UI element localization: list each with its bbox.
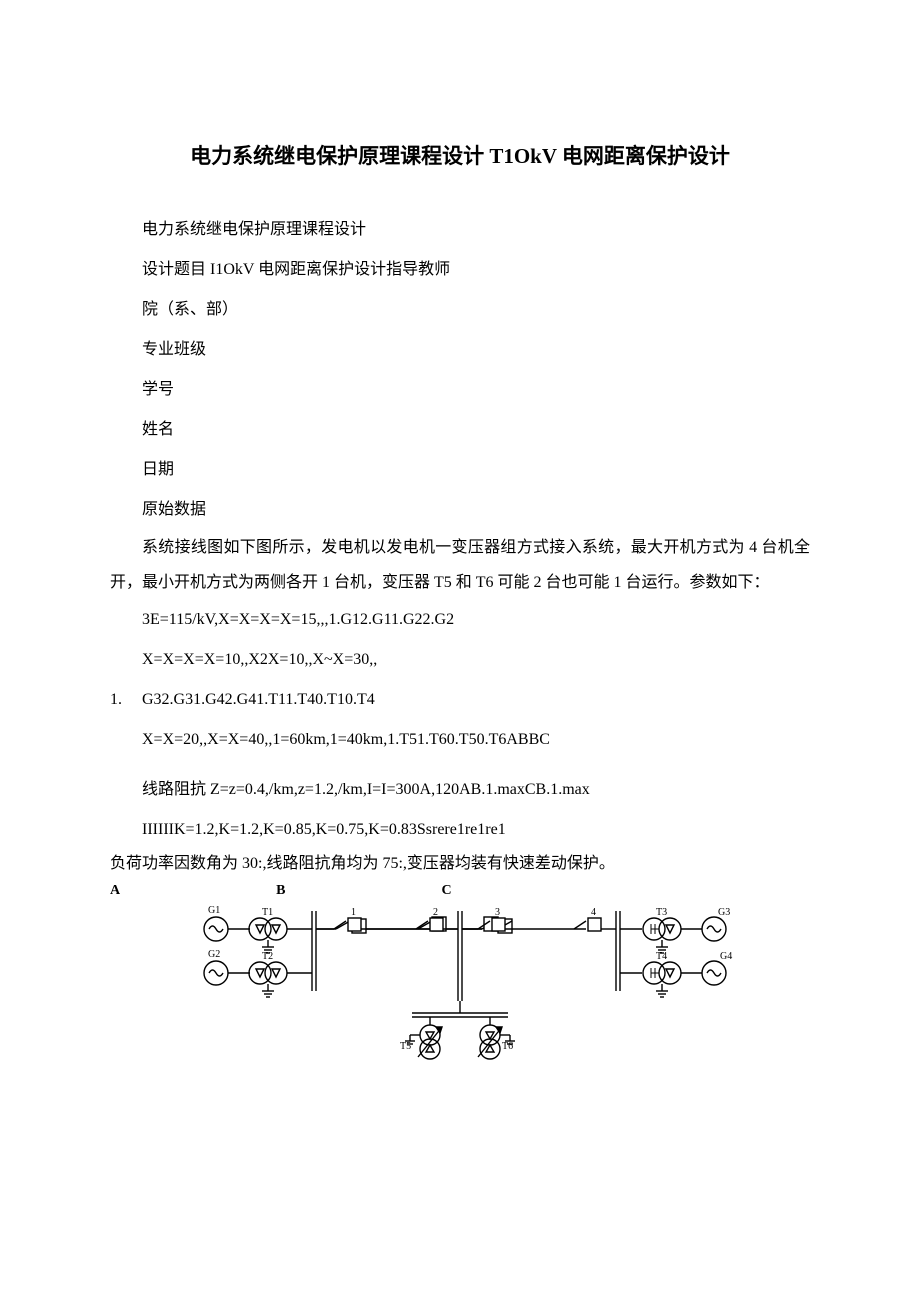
caption-line: 负荷功率因数角为 30:,线路阻抗角均为 75:,变压器均装有快速差动保护。 <box>110 850 810 879</box>
label-b: B <box>276 883 285 899</box>
data-line-5: 线路阻抗 Z=z=0.4,/km,z=1.2,/km,I=I=300A,120A… <box>110 770 810 810</box>
data-line-4: X=X=20,,X=X=40,,1=60km,1=40km,1.T51.T60.… <box>110 720 810 760</box>
data-line-3: 1. G32.G31.G42.G41.T11.T40.T10.T4 <box>110 680 810 720</box>
label-t1: T1 <box>262 907 273 918</box>
system-paragraph: 系统接线图如下图所示，发电机以发电机一变压器组方式接入系统，最大开机方式为 4 … <box>110 530 810 600</box>
circuit-diagram: G1 G2 T1 T2 1 2 3 4 T3 G3 T4 G4 T5 T6 <box>200 901 740 1066</box>
diagram-svg: G1 G2 T1 T2 1 2 3 4 T3 G3 T4 G4 T5 T6 <box>200 901 740 1061</box>
intro-line-6: 姓名 <box>110 410 810 450</box>
abc-labels: A B C <box>110 883 810 899</box>
label-t2: T2 <box>262 951 273 962</box>
page-title: 电力系统继电保护原理课程设计 T1OkV 电网距离保护设计 <box>110 140 810 170</box>
label-g4: G4 <box>720 951 732 962</box>
data-line-3-text: G32.G31.G42.G41.T11.T40.T10.T4 <box>142 680 375 720</box>
label-g3: G3 <box>718 907 730 918</box>
intro-line-7: 日期 <box>110 450 810 490</box>
data-line-1: 3E=115/kV,X=X=X=X=15,,,1.G12.G11.G22.G2 <box>110 600 810 640</box>
label-b3: 3 <box>495 907 500 918</box>
intro-line-4: 专业班级 <box>110 330 810 370</box>
label-g1: G1 <box>208 905 220 916</box>
intro-line-8: 原始数据 <box>110 490 810 530</box>
list-number: 1. <box>110 680 142 720</box>
intro-line-1: 电力系统继电保护原理课程设计 <box>110 210 810 250</box>
label-t6: T6 <box>502 1041 513 1052</box>
intro-line-5: 学号 <box>110 370 810 410</box>
label-t5: T5 <box>400 1041 411 1052</box>
label-t3: T3 <box>656 907 667 918</box>
label-a: A <box>110 883 120 899</box>
data-line-2: X=X=X=X=10,,X2X=10,,X~X=30,, <box>110 640 810 680</box>
label-c: C <box>441 883 451 899</box>
intro-line-3: 院（系、部） <box>110 290 810 330</box>
data-line-6: IIIIIIK=1.2,K=1.2,K=0.85,K=0.75,K=0.83Ss… <box>110 810 810 850</box>
label-b4: 4 <box>591 907 596 918</box>
label-t4: T4 <box>656 951 667 962</box>
label-b1: 1 <box>351 907 356 918</box>
label-b2: 2 <box>433 907 438 918</box>
intro-line-2: 设计题目 I1OkV 电网距离保护设计指导教师 <box>110 250 810 290</box>
label-g2: G2 <box>208 949 220 960</box>
